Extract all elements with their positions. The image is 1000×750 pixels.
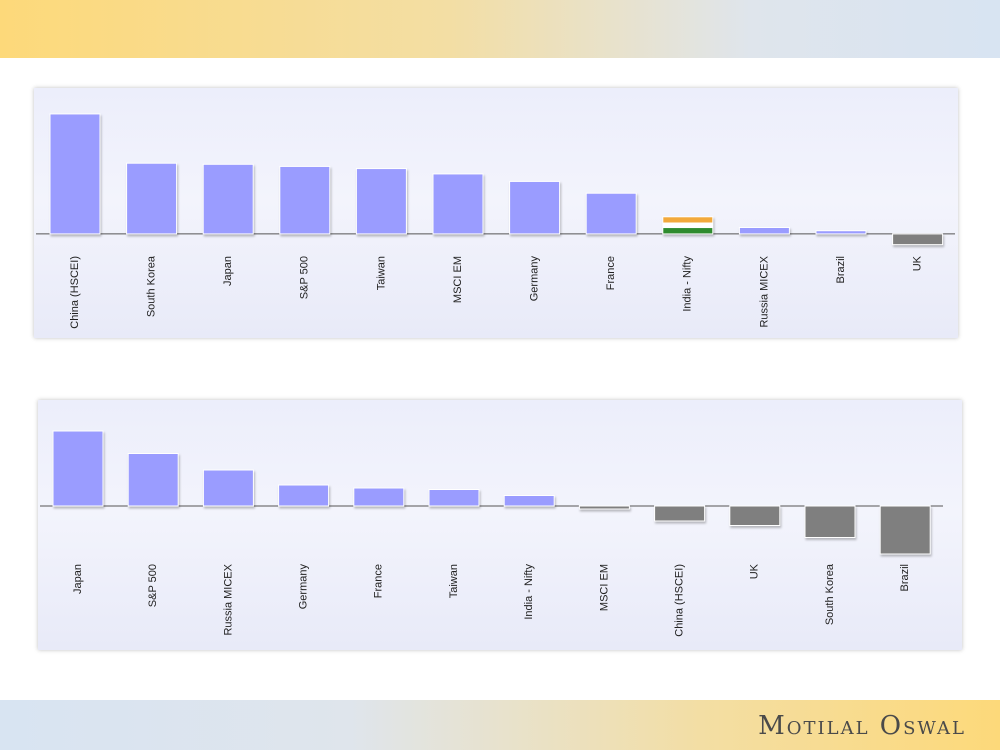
footer-band xyxy=(0,700,1000,750)
tick-label-brazil: Brazil xyxy=(835,256,847,284)
bar-s-p-500 xyxy=(279,165,331,235)
bar-taiwan xyxy=(428,489,480,507)
bar-s-p-500 xyxy=(127,453,179,507)
tick-label-japan: Japan xyxy=(72,564,84,594)
bar-germany xyxy=(278,484,330,507)
tick-label-france: France xyxy=(605,256,617,290)
header-band xyxy=(0,0,1000,58)
bar-russia-micex xyxy=(738,227,790,235)
bar-japan xyxy=(52,430,104,507)
tick-label-s-p-500: S&P 500 xyxy=(299,256,311,299)
tick-label-msci-em: MSCI EM xyxy=(452,256,464,303)
tick-label-russia-micex: Russia MICEX xyxy=(758,255,770,327)
tick-label-uk: UK xyxy=(912,255,924,271)
bar-japan xyxy=(202,163,254,235)
tick-label-russia-micex: Russia MICEX xyxy=(222,563,234,635)
bar-msci-em xyxy=(432,173,484,235)
tick-label-msci-em: MSCI EM xyxy=(598,564,610,611)
bar-india-nifty xyxy=(662,216,714,235)
bar-brazil xyxy=(815,230,867,235)
bar-france xyxy=(585,192,637,235)
bar-taiwan xyxy=(355,168,407,235)
bar-india-nifty xyxy=(503,495,555,507)
tick-label-brazil: Brazil xyxy=(899,564,911,592)
tick-label-france: France xyxy=(373,564,385,598)
bar-chart-top: China (HSCEI) South Korea Japan S&P 500 Taiw… xyxy=(36,113,955,329)
tick-label-taiwan: Taiwan xyxy=(375,256,387,290)
tick-label-china-hscei: China (HSCEI) xyxy=(674,564,686,637)
brand-logo: Motilal Oswal xyxy=(758,711,966,741)
bar-south-korea xyxy=(804,505,856,538)
tick-label-germany: Germany xyxy=(529,256,541,302)
tick-label-south-korea: South Korea xyxy=(824,563,836,625)
bar-china-hscei xyxy=(49,113,101,235)
bar-france xyxy=(353,487,405,507)
bar-germany xyxy=(509,180,561,235)
tick-label-india-nifty: India - Nifty xyxy=(682,256,694,312)
bar-msci-em xyxy=(578,505,630,510)
bar-south-korea xyxy=(126,162,178,235)
tick-label-india-nifty: India - Nifty xyxy=(523,564,535,620)
bar-uk xyxy=(892,233,944,246)
tick-label-taiwan: Taiwan xyxy=(448,564,460,598)
bar-uk xyxy=(729,505,781,526)
tick-label-s-p-500: S&P 500 xyxy=(147,564,159,607)
tick-label-south-korea: South Korea xyxy=(146,255,158,317)
tick-label-germany: Germany xyxy=(298,564,310,610)
bar-russia-micex xyxy=(202,469,254,507)
tick-label-china-hscei: China (HSCEI) xyxy=(69,256,81,329)
bar-china-hscei xyxy=(654,505,706,522)
chart-panel-top: China (HSCEI) South Korea Japan S&P 500 Taiw… xyxy=(34,88,958,338)
tick-label-uk: UK xyxy=(749,563,761,579)
chart-panel-bottom: Japan S&P 500 Russia MICEX Germany France Tai… xyxy=(38,400,962,650)
bar-brazil xyxy=(879,505,931,555)
tick-label-japan: Japan xyxy=(222,256,234,286)
bar-chart-bottom: Japan S&P 500 Russia MICEX Germany France Tai… xyxy=(40,430,943,637)
